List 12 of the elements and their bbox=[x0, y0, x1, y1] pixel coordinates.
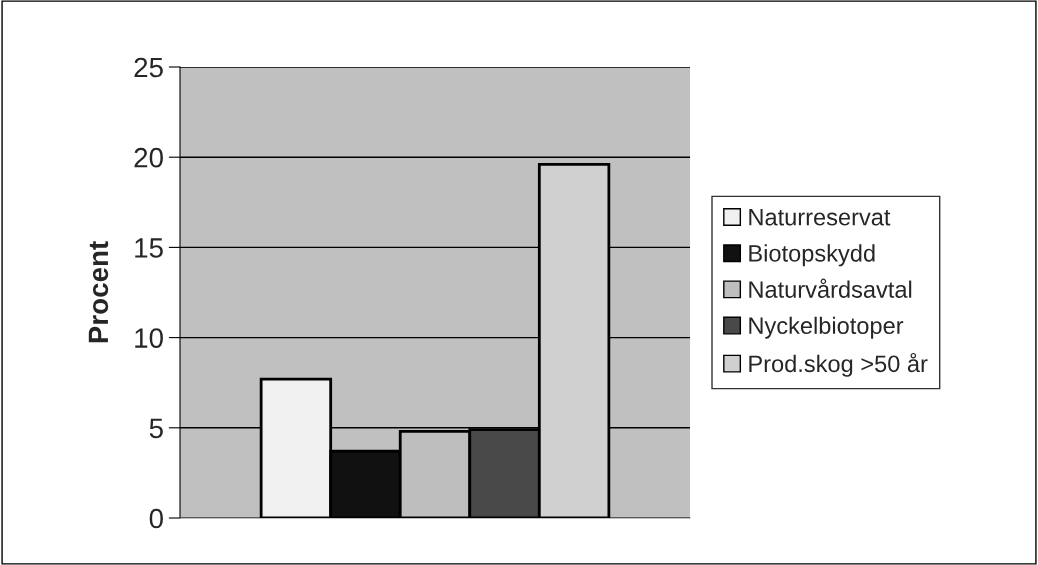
legend-label: Naturreservat bbox=[749, 209, 891, 226]
y-tick-label: 20 bbox=[134, 147, 163, 168]
legend-label: Naturvårdsavtal bbox=[749, 278, 912, 298]
y-tick-label: 10 bbox=[135, 328, 163, 348]
y-tick-label: 25 bbox=[134, 57, 163, 78]
legend-label: Nyckelbiotoper bbox=[749, 316, 904, 339]
legend-label: Prod.skog >50 år bbox=[749, 352, 928, 377]
y-tick-label: 0 bbox=[149, 508, 163, 529]
y-tick-label: 15 bbox=[135, 238, 163, 258]
legend-label: Biotopskydd bbox=[749, 244, 875, 267]
y-tick-label: 5 bbox=[149, 418, 163, 439]
y-axis-title: Procent bbox=[88, 241, 109, 343]
